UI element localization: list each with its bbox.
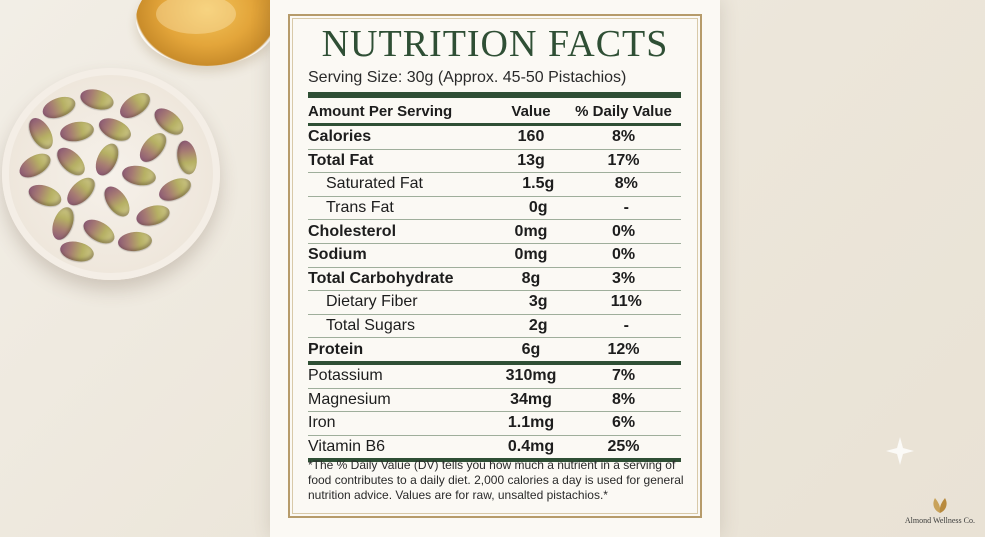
leaf-logo-icon [933, 498, 947, 513]
nutrient-name: Cholesterol [308, 222, 397, 240]
pistachio-nut [48, 204, 78, 243]
nutrient-value: 8g [521, 269, 541, 287]
nutrient-value: 160 [517, 128, 545, 146]
pistachio-nut [58, 238, 96, 265]
table-row: Total Fat 13g 17% [308, 150, 681, 174]
nutrient-value: 34mg [510, 390, 552, 408]
pistachio-nut [62, 172, 100, 211]
pistachio-nut [99, 182, 135, 221]
nutrient-value: 3g [528, 293, 548, 311]
pistachio-nut [79, 214, 119, 249]
nutrient-dv: 11% [610, 293, 642, 311]
nutrient-dv: 6% [611, 414, 636, 432]
nutrient-dv: 8% [611, 128, 636, 146]
nutrient-name: Dietary Fiber [326, 293, 418, 311]
table-row: Protein 6g 12% [308, 338, 681, 365]
nutrient-name: Saturated Fat [326, 175, 423, 193]
table-row: Trans Fat 0g - [308, 197, 681, 221]
table-row: Cholesterol 0mg 0% [308, 220, 681, 244]
nutrient-value: 13g [517, 151, 545, 169]
pistachio-nut [134, 128, 172, 167]
pistachio-nut [25, 180, 65, 211]
nutrient-name: Sodium [308, 246, 367, 264]
pistachio-nut [134, 201, 172, 230]
nutrient-dv: - [623, 317, 629, 335]
nutrient-value: 310mg [505, 367, 557, 385]
pistachio-nut [39, 92, 79, 123]
table-row: Sodium 0mg 0% [308, 244, 681, 268]
nutrient-value: 6g [521, 340, 541, 358]
pistachio-nut [78, 85, 116, 114]
nutrition-card: NUTRITION FACTS Serving Size: 30g (Appro… [270, 0, 720, 537]
table-header: Amount Per Serving Value % Daily Value [308, 99, 681, 126]
pistachio-nut [174, 139, 200, 176]
pistachio-nut [15, 148, 55, 183]
brand-name: Almond Wellness Co. [904, 516, 975, 525]
table-row: Calories 160 8% [308, 126, 681, 150]
nutrient-dv: 0% [611, 246, 636, 264]
nutrient-dv: 7% [611, 367, 636, 385]
nutrient-value: 0mg [514, 222, 548, 240]
table-row: Total Sugars 2g - [308, 315, 681, 339]
table-row: Magnesium 34mg 8% [308, 389, 681, 413]
nutrient-value: 0mg [514, 246, 548, 264]
pistachio-nut [24, 114, 58, 153]
nutrient-name: Protein [308, 340, 364, 358]
nutrient-value: 0.4mg [507, 438, 555, 456]
serving-size: Serving Size: 30g (Approx. 45-50 Pistach… [308, 69, 627, 86]
table-row: Dietary Fiber 3g 11% [308, 291, 681, 315]
nutrient-name: Magnesium [308, 390, 391, 408]
brand-logo: Almond Wellness Co. [905, 496, 975, 525]
card-border [288, 14, 702, 518]
column-header-dv: % Daily Value [575, 102, 672, 120]
pistachio-nut [117, 230, 153, 253]
nutrient-name: Total Sugars [326, 317, 415, 335]
nutrient-dv: - [623, 199, 629, 217]
nutrient-name: Total Fat [308, 151, 374, 169]
nutrient-dv: 25% [607, 438, 640, 456]
pistachio-bowl-image [2, 68, 220, 280]
nutrient-name: Trans Fat [326, 199, 394, 217]
pistachio-nut [115, 87, 155, 124]
nutrient-name: Total Carbohydrate [308, 269, 454, 287]
column-header-name: Amount Per Serving [308, 102, 453, 120]
nutrient-dv: 12% [607, 340, 640, 358]
nutrient-name: Iron [308, 414, 336, 432]
nutrient-dv: 17% [607, 151, 640, 169]
pistachio-nut [52, 142, 90, 181]
pistachio-nut [91, 140, 123, 179]
nutrient-dv: 8% [614, 175, 638, 193]
nutrient-value: 1.5g [522, 175, 555, 193]
nutrient-name: Vitamin B6 [308, 438, 386, 456]
nutrient-name: Potassium [308, 367, 383, 385]
nutrient-value: 0g [528, 199, 548, 217]
nutrient-name: Calories [308, 128, 372, 146]
footnote: *The % Daily Value (DV) tells you how mu… [308, 458, 684, 502]
divider [308, 92, 681, 98]
table-row: Iron 1.1mg 6% [308, 412, 681, 436]
pistachio-nut [120, 163, 158, 188]
nutrient-dv: 3% [611, 269, 636, 287]
sparkle-icon [886, 437, 914, 465]
table-row: Saturated Fat 1.5g 8% [308, 173, 681, 197]
nutrient-dv: 8% [611, 390, 636, 408]
column-header-value: Value [511, 102, 551, 120]
nutrient-value: 2g [528, 317, 548, 335]
nutrient-dv: 0% [611, 222, 636, 240]
nutrient-value: 1.1mg [507, 414, 555, 432]
page-title: NUTRITION FACTS [321, 23, 669, 65]
pistachio-nut [155, 173, 195, 206]
table-row: Potassium 310mg 7% [308, 365, 681, 389]
pistachio-nut [95, 113, 135, 146]
pistachio-nut [58, 119, 96, 144]
nutrition-table: Amount Per Serving Value % Daily Value C… [308, 99, 681, 463]
table-row: Total Carbohydrate 8g 3% [308, 268, 681, 292]
table-row: Vitamin B6 0.4mg 25% [308, 436, 681, 463]
honey-bowl-image [136, 0, 278, 66]
